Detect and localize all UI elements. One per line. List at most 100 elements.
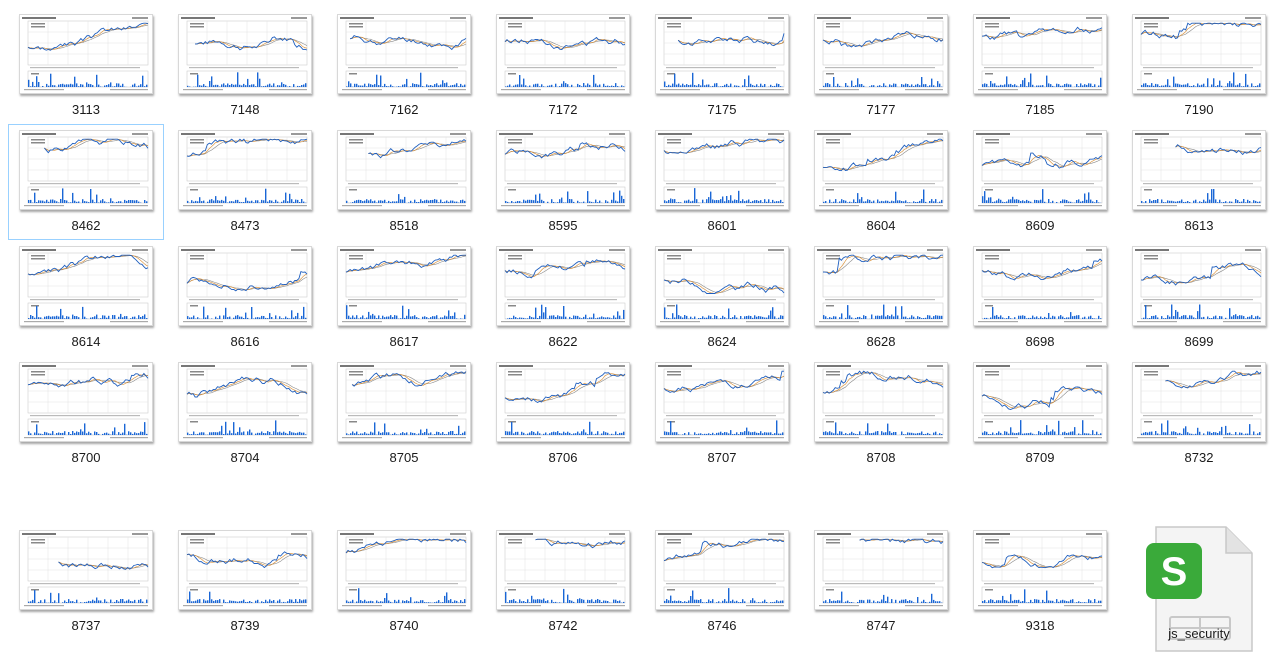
file-item-8732[interactable]: 8732	[1121, 356, 1277, 472]
file-thumbnail	[814, 362, 948, 442]
chart-thumbnail-graphic	[974, 363, 1106, 441]
chart-thumbnail-graphic	[20, 531, 152, 609]
chart-thumbnail-graphic	[179, 531, 311, 609]
file-thumbnail	[337, 130, 471, 210]
file-item-8737[interactable]: 8737	[8, 524, 164, 640]
file-name-label: 8704	[168, 450, 322, 466]
file-thumbnail	[178, 14, 312, 94]
file-item-8742[interactable]: 8742	[485, 524, 641, 640]
file-item-8601[interactable]: 8601	[644, 124, 800, 240]
file-item-9318[interactable]: 9318	[962, 524, 1118, 640]
chart-thumbnail-graphic	[815, 363, 947, 441]
file-thumbnail	[496, 246, 630, 326]
file-item-7172[interactable]: 7172	[485, 8, 641, 124]
file-item-8628[interactable]: 8628	[803, 240, 959, 356]
file-item-8617[interactable]: 8617	[326, 240, 482, 356]
file-thumbnail	[973, 362, 1107, 442]
file-item-8473[interactable]: 8473	[167, 124, 323, 240]
chart-thumbnail-graphic	[656, 247, 788, 325]
file-name-label: 7148	[168, 102, 322, 118]
chart-thumbnail-graphic	[656, 15, 788, 93]
file-name-label: 8700	[9, 450, 163, 466]
file-thumbnail	[655, 362, 789, 442]
file-item-8698[interactable]: 8698	[962, 240, 1118, 356]
chart-thumbnail-graphic	[179, 247, 311, 325]
file-thumbnail	[19, 14, 153, 94]
file-thumbnail	[1132, 246, 1266, 326]
file-item-7148[interactable]: 7148	[167, 8, 323, 124]
file-item-8739[interactable]: 8739	[167, 524, 323, 640]
file-name-label: 7175	[645, 102, 799, 118]
chart-thumbnail-graphic	[974, 247, 1106, 325]
chart-thumbnail-graphic	[338, 15, 470, 93]
chart-thumbnail-graphic	[1133, 131, 1265, 209]
chart-thumbnail-graphic	[815, 15, 947, 93]
file-item-8746[interactable]: 8746	[644, 524, 800, 640]
file-item-8740[interactable]: 8740	[326, 524, 482, 640]
chart-thumbnail-graphic	[338, 531, 470, 609]
file-item-8622[interactable]: 8622	[485, 240, 641, 356]
chart-thumbnail-graphic	[20, 131, 152, 209]
chart-thumbnail-graphic	[1133, 363, 1265, 441]
chart-thumbnail-graphic	[497, 247, 629, 325]
chart-thumbnail-graphic	[338, 131, 470, 209]
file-name-label: 7177	[804, 102, 958, 118]
file-item-8616[interactable]: 8616	[167, 240, 323, 356]
file-item-8705[interactable]: 8705	[326, 356, 482, 472]
file-name-label: js_security	[1122, 626, 1276, 642]
file-name-label: 8706	[486, 450, 640, 466]
file-thumbnail	[1132, 362, 1266, 442]
file-item-7185[interactable]: 7185	[962, 8, 1118, 124]
file-item-7162[interactable]: 7162	[326, 8, 482, 124]
file-thumbnail	[496, 14, 630, 94]
chart-thumbnail-graphic	[497, 131, 629, 209]
file-item-8747[interactable]: 8747	[803, 524, 959, 640]
file-item-8614[interactable]: 8614	[8, 240, 164, 356]
file-name-label: 8613	[1122, 218, 1276, 234]
file-item-7190[interactable]: 7190	[1121, 8, 1277, 124]
file-thumbnail	[19, 246, 153, 326]
file-item-7177[interactable]: 7177	[803, 8, 959, 124]
chart-thumbnail-graphic	[497, 363, 629, 441]
file-name-label: 7190	[1122, 102, 1276, 118]
file-item-8624[interactable]: 8624	[644, 240, 800, 356]
file-item-8699[interactable]: 8699	[1121, 240, 1277, 356]
file-item-8709[interactable]: 8709	[962, 356, 1118, 472]
file-item-8604[interactable]: 8604	[803, 124, 959, 240]
file-item-8518[interactable]: 8518	[326, 124, 482, 240]
file-name-label: 8698	[963, 334, 1117, 350]
file-thumbnail	[814, 530, 948, 610]
file-thumbnail	[19, 362, 153, 442]
file-item-8707[interactable]: 8707	[644, 356, 800, 472]
file-name-label: 8518	[327, 218, 481, 234]
file-thumbnail	[973, 246, 1107, 326]
file-thumbnail	[178, 246, 312, 326]
file-item-8704[interactable]: 8704	[167, 356, 323, 472]
file-thumbnail	[973, 14, 1107, 94]
chart-thumbnail-graphic	[815, 131, 947, 209]
file-name-label: 8709	[963, 450, 1117, 466]
chart-thumbnail-graphic	[179, 131, 311, 209]
file-thumbnail	[1132, 130, 1266, 210]
file-name-label: 8732	[1122, 450, 1276, 466]
chart-thumbnail-graphic	[1133, 15, 1265, 93]
file-item-7175[interactable]: 7175	[644, 8, 800, 124]
file-item-8462[interactable]: 8462	[8, 124, 164, 240]
file-item-8706[interactable]: 8706	[485, 356, 641, 472]
file-item-8708[interactable]: 8708	[803, 356, 959, 472]
file-name-label: 8462	[9, 218, 163, 234]
file-name-label: 8473	[168, 218, 322, 234]
chart-thumbnail-graphic	[1133, 247, 1265, 325]
file-thumbnail	[655, 14, 789, 94]
file-name-label: 8617	[327, 334, 481, 350]
file-thumbnail	[1132, 14, 1266, 94]
file-item-8609[interactable]: 8609	[962, 124, 1118, 240]
file-item-8613[interactable]: 8613	[1121, 124, 1277, 240]
file-thumbnail	[19, 130, 153, 210]
file-thumbnail	[178, 130, 312, 210]
file-item-3113[interactable]: 3113	[8, 8, 164, 124]
file-item-8595[interactable]: 8595	[485, 124, 641, 240]
file-name-label: 8601	[645, 218, 799, 234]
file-item-8700[interactable]: 8700	[8, 356, 164, 472]
